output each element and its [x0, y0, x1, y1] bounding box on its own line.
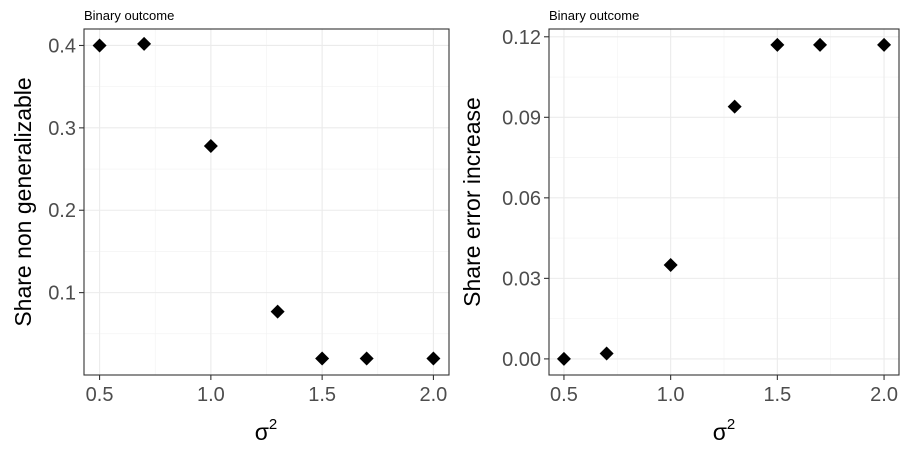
left-points — [92, 36, 441, 366]
left-data-point — [203, 138, 218, 153]
left-x-tick-label: 1.0 — [197, 384, 225, 406]
left-panel-subtitle: Binary outcome — [84, 8, 174, 23]
left-y-tick-label: 0.3 — [48, 118, 76, 140]
right-y-axis-title: Share error increase — [459, 97, 485, 307]
right-data-point — [599, 346, 614, 361]
left-x-tick-label: 0.5 — [86, 384, 114, 406]
left-data-point — [426, 351, 441, 366]
left-panel-frame — [83, 28, 450, 376]
right-x-tick-label: 2.0 — [870, 384, 898, 406]
left-data-point — [315, 351, 330, 366]
left-panel: Binary outcome 0.5 1.0 1.5 2.00.10.20.30.4 … — [10, 8, 450, 445]
left-y-tick-label: 0.1 — [48, 283, 76, 305]
right-data-point — [556, 351, 571, 366]
right-points — [556, 37, 892, 366]
right-data-point — [770, 37, 785, 52]
left-data-point — [359, 351, 374, 366]
right-panel-subtitle: Binary outcome — [549, 8, 639, 23]
left-y-tick-label: 0.2 — [48, 200, 76, 222]
left-data-point — [270, 304, 285, 319]
right-data-point — [727, 99, 742, 114]
left-gridlines — [84, 29, 449, 375]
right-y-tick-label: 0.03 — [502, 268, 541, 290]
right-y-tick-label: 0.09 — [502, 107, 541, 129]
right-data-point — [663, 257, 678, 272]
right-panel-frame — [548, 28, 900, 376]
right-x-tick-label: 1.0 — [657, 384, 685, 406]
right-data-point — [877, 37, 892, 52]
right-y-tick-label: 0.00 — [502, 349, 541, 371]
right-y-tick-label: 0.12 — [502, 27, 541, 49]
left-data-point — [137, 36, 152, 51]
right-x-tick-label: 1.5 — [763, 384, 791, 406]
left-data-point — [92, 38, 107, 53]
right-x-tick-label: 0.5 — [550, 384, 578, 406]
left-x-tick-label: 1.5 — [308, 384, 336, 406]
left-x-tick-label: 2.0 — [420, 384, 448, 406]
left-x-axis-title: σ2 — [255, 416, 278, 445]
left-y-tick-label: 0.4 — [48, 35, 76, 57]
left-axis-ticks: 0.5 1.0 1.5 2.0 0.1 0.2 0.3 0.4 — [48, 35, 447, 406]
right-panel: Binary outcome 0.5 1.0 1.5 2.00.000.030.060… — [459, 8, 900, 445]
right-axis-ticks: 0.5 1.0 1.5 2.0 0.00 0.03 0.06 0.09 0.12 — [502, 27, 898, 406]
right-gridlines — [549, 29, 899, 375]
right-x-axis-title: σ2 — [713, 416, 736, 445]
right-data-point — [813, 37, 828, 52]
left-y-axis-title: Share non generalizable — [10, 77, 36, 326]
right-y-tick-label: 0.06 — [502, 188, 541, 210]
